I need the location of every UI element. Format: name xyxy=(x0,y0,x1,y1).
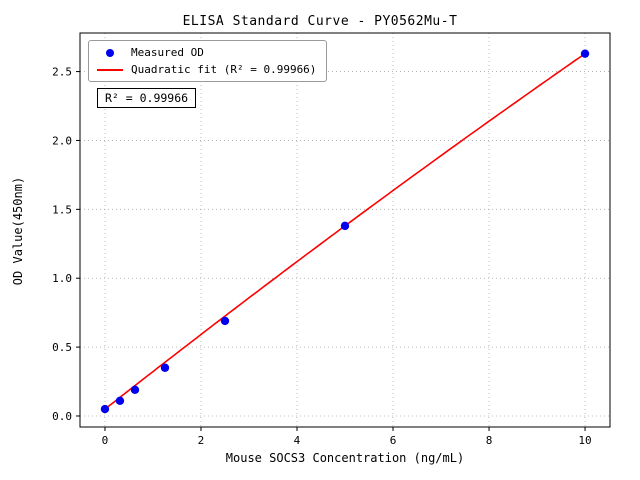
svg-text:1.5: 1.5 xyxy=(52,203,72,216)
svg-text:2.0: 2.0 xyxy=(52,134,72,147)
svg-text:2.5: 2.5 xyxy=(52,66,72,79)
legend: Measured OD Quadratic fit (R² = 0.99966) xyxy=(88,40,328,82)
x-axis-label: Mouse SOCS3 Concentration (ng/mL) xyxy=(225,451,465,465)
r-squared-annotation: R² = 0.99966 xyxy=(97,88,197,108)
svg-text:1.0: 1.0 xyxy=(52,272,72,285)
legend-label-measured-od: Measured OD xyxy=(131,46,204,59)
svg-text:0.5: 0.5 xyxy=(52,341,72,354)
svg-text:0: 0 xyxy=(102,434,109,447)
quadratic-fit-line-icon xyxy=(97,68,123,71)
legend-item-quadratic-fit: Quadratic fit (R² = 0.99966) xyxy=(97,63,316,76)
svg-text:8: 8 xyxy=(486,434,493,447)
svg-text:4: 4 xyxy=(294,434,301,447)
legend-label-quadratic-fit: Quadratic fit (R² = 0.99966) xyxy=(131,63,317,76)
chart-title: ELISA Standard Curve - PY0562Mu-T xyxy=(182,14,458,29)
y-axis-label: OD Value(450nm) xyxy=(11,176,25,286)
svg-text:10: 10 xyxy=(578,434,591,447)
measured-od-dot-icon xyxy=(106,48,114,57)
svg-text:6: 6 xyxy=(390,434,397,447)
legend-item-measured-od: Measured OD xyxy=(97,46,316,59)
svg-text:0.0: 0.0 xyxy=(52,410,72,423)
svg-text:2: 2 xyxy=(198,434,205,447)
